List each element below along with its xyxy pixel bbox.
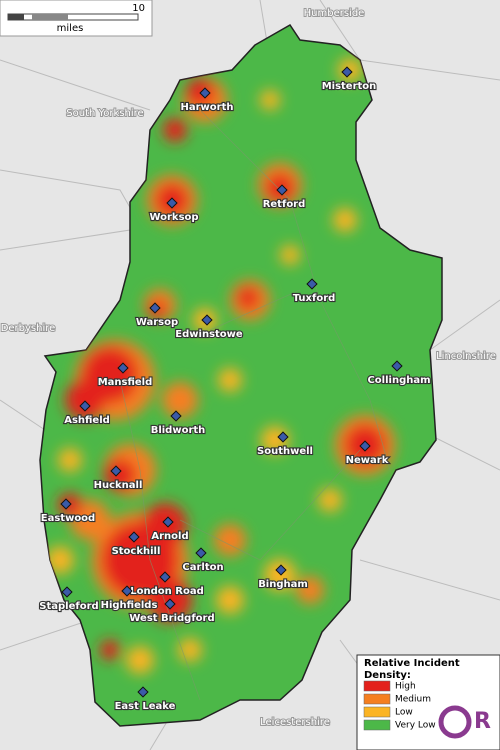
legend-swatch	[363, 706, 391, 718]
place-label: Stapleford	[39, 601, 98, 612]
region-label: Derbyshire	[1, 323, 56, 334]
place-label: Arnold	[151, 531, 188, 542]
place-label: Highfields	[101, 600, 158, 611]
place-label: Blidworth	[151, 425, 206, 436]
place-marker	[166, 197, 178, 209]
density-blob	[163, 118, 187, 142]
heat-layer	[46, 58, 395, 674]
density-blob	[186, 78, 214, 106]
place-marker	[275, 564, 287, 576]
logo: R	[438, 705, 491, 739]
place-marker	[159, 571, 171, 583]
place-label: Southwell	[257, 446, 313, 457]
place-marker	[199, 87, 211, 99]
place-label: Collingham	[367, 375, 430, 386]
inner-roads	[119, 109, 391, 701]
legend-label: Very Low	[395, 721, 436, 731]
place-marker	[164, 598, 176, 610]
place-label: Carlton	[182, 562, 223, 573]
density-blob	[318, 488, 342, 512]
region-label: Humberside	[304, 8, 365, 19]
density-blob	[104, 459, 136, 491]
place-label: Ashfield	[64, 415, 110, 426]
place-label: Stockhill	[112, 546, 161, 557]
place-marker	[61, 586, 73, 598]
scale-bar: 10 miles	[0, 0, 153, 37]
place-label: Mansfield	[98, 377, 153, 388]
place-label: Hucknall	[94, 480, 143, 491]
place-marker	[162, 516, 174, 528]
place-marker	[110, 465, 122, 477]
density-blob	[237, 287, 259, 309]
place-marker	[195, 547, 207, 559]
place-label: Eastwood	[41, 513, 95, 524]
place-marker	[149, 302, 161, 314]
region-label: Leicestershire	[260, 717, 330, 728]
density-blob	[218, 368, 242, 392]
place-marker	[117, 362, 129, 374]
legend-title-2: Density:	[364, 670, 411, 681]
place-marker	[121, 585, 133, 597]
density-blob	[162, 382, 198, 418]
place-label: Harworth	[181, 102, 234, 113]
density-blob	[280, 245, 300, 265]
place-marker	[128, 531, 140, 543]
density-blob	[126, 646, 154, 674]
density-blob	[65, 380, 105, 420]
density-blob	[58, 448, 82, 472]
density-blob	[333, 208, 357, 232]
place-label: Misterton	[322, 81, 377, 92]
place-label: Bingham	[258, 579, 308, 590]
place-marker	[359, 440, 371, 452]
legend: Relative Incident High Medium Low Very Low D…	[356, 654, 500, 750]
place-label: Tuxford	[293, 293, 336, 304]
svg-text:R: R	[474, 709, 491, 734]
place-marker	[201, 314, 213, 326]
place-marker	[306, 278, 318, 290]
legend-title: Relative Incident	[364, 658, 460, 669]
density-blob	[214, 524, 246, 556]
place-marker	[137, 686, 149, 698]
place-label: Warsop	[136, 317, 178, 328]
place-marker	[170, 410, 182, 422]
density-blob	[143, 503, 187, 547]
region-label: Lincolnshire	[436, 351, 496, 362]
place-label: Newark	[346, 455, 389, 466]
scale-unit: miles	[57, 23, 84, 34]
place-marker	[277, 431, 289, 443]
place-marker	[276, 184, 288, 196]
place-label: Worksop	[149, 212, 198, 223]
density-blob	[296, 576, 324, 604]
legend-swatch	[363, 719, 391, 731]
place-label: Edwinstowe	[175, 329, 243, 340]
place-marker	[60, 498, 72, 510]
density-blob	[264, 559, 296, 591]
legend-label: High	[395, 682, 416, 692]
place-marker	[341, 66, 353, 78]
place-label: West Bridgford	[129, 613, 214, 624]
place-label: London Road	[130, 586, 203, 597]
place-label: East Leake	[115, 701, 176, 712]
place-marker	[391, 360, 403, 372]
density-blob	[100, 640, 120, 660]
place-label: Retford	[263, 199, 306, 210]
legend-swatch	[363, 680, 391, 692]
legend-label: Low	[395, 708, 413, 718]
density-blob	[260, 90, 280, 110]
labels: Humberside South Yorkshire Derbyshire Linco…	[0, 7, 497, 729]
density-blob	[46, 546, 74, 574]
density-blob	[216, 586, 244, 614]
region-label: South Yorkshire	[66, 108, 143, 119]
legend-swatch	[363, 693, 391, 705]
legend-label: Medium	[395, 695, 431, 705]
scale-value: 10	[132, 3, 145, 14]
density-blob	[178, 638, 202, 662]
place-marker	[79, 400, 91, 412]
